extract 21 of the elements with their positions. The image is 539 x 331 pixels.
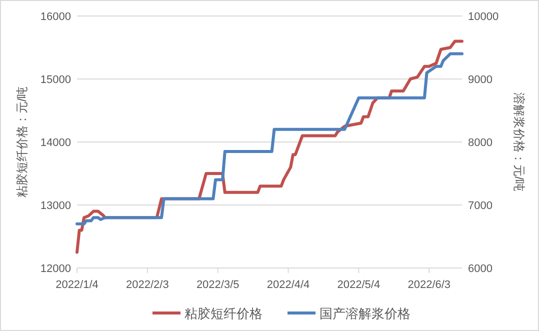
line-series xyxy=(76,52,464,226)
x-tick-label: 2022/2/3 xyxy=(126,279,169,291)
y2-tick-label: 7000 xyxy=(468,200,492,212)
y-tick-label: 13000 xyxy=(40,200,71,212)
x-tick-label: 2022/6/3 xyxy=(408,279,451,291)
y-tick-label: 15000 xyxy=(40,74,71,86)
y-axis-title: 粘胶短纤价格：元/吨 xyxy=(15,86,29,198)
y2-axis-title: 溶解浆价格：元/吨 xyxy=(512,92,526,192)
y2-tick-label: 9000 xyxy=(468,74,492,86)
y2-tick-label: 6000 xyxy=(468,263,492,275)
x-tick-label: 2022/1/4 xyxy=(56,279,98,291)
y-tick-label: 14000 xyxy=(40,137,71,149)
x-tick-label: 2022/4/4 xyxy=(266,279,310,291)
legend-label: 国产溶解浆价格 xyxy=(320,306,410,321)
y-tick-label: 16000 xyxy=(40,11,71,23)
x-tick-label: 2022/3/5 xyxy=(196,279,240,291)
y2-tick-label: 10000 xyxy=(468,11,499,23)
x-tick-label: 2022/5/4 xyxy=(337,279,380,291)
y-tick-label: 12000 xyxy=(40,263,71,275)
y2-tick-label: 8000 xyxy=(468,137,492,149)
legend-label: 粘胶短纤价格 xyxy=(184,306,262,321)
